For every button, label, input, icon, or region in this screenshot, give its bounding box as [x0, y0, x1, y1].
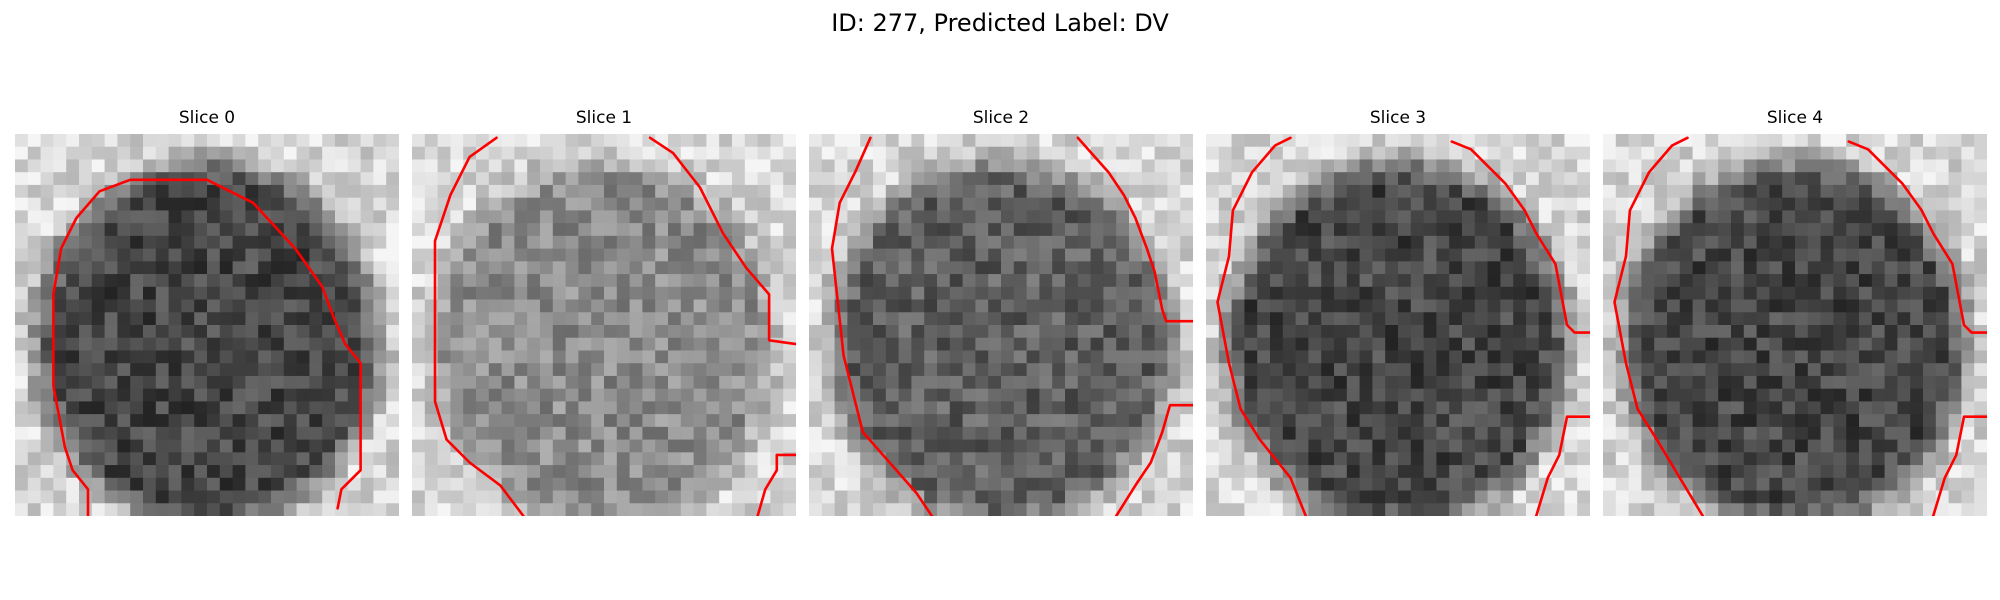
slice-4-contour-2	[1931, 415, 1987, 516]
slice-4-title: Slice 4	[1766, 108, 1824, 128]
slice-1-pixels	[412, 134, 796, 516]
slice-3-image	[1206, 134, 1590, 516]
slice-2-image	[809, 134, 1193, 516]
slice-1-contour-1	[648, 136, 796, 346]
slice-1-title: Slice 1	[575, 108, 633, 128]
slice-4-image	[1603, 134, 1987, 516]
slice-1-contour-2	[756, 453, 796, 516]
slice-0-image	[15, 134, 399, 516]
slice-2-contour-1	[1076, 136, 1193, 323]
slice-3-title: Slice 3	[1369, 108, 1427, 128]
slice-0-contour-0	[52, 178, 362, 516]
slice-1-image	[412, 134, 796, 516]
slice-4-pixels	[1603, 134, 1987, 516]
slice-4-contour-1	[1847, 140, 1987, 334]
slice-2-pixels	[809, 134, 1193, 516]
slice-2-contour-0	[830, 136, 934, 516]
slice-3-contour-1	[1450, 140, 1590, 334]
slice-2-contour-2	[1114, 403, 1193, 516]
slice-4-contour-0	[1613, 136, 1705, 516]
figure-title: ID: 277, Predicted Label: DV	[831, 9, 1169, 37]
slice-0-pixels	[15, 134, 399, 516]
slice-1-contour-0	[433, 136, 525, 516]
slice-2-title: Slice 2	[972, 108, 1030, 128]
slice-3-pixels	[1206, 134, 1590, 516]
slice-0-title: Slice 0	[178, 108, 236, 128]
slice-3-contour-2	[1534, 415, 1590, 516]
slice-3-contour-0	[1216, 136, 1308, 516]
